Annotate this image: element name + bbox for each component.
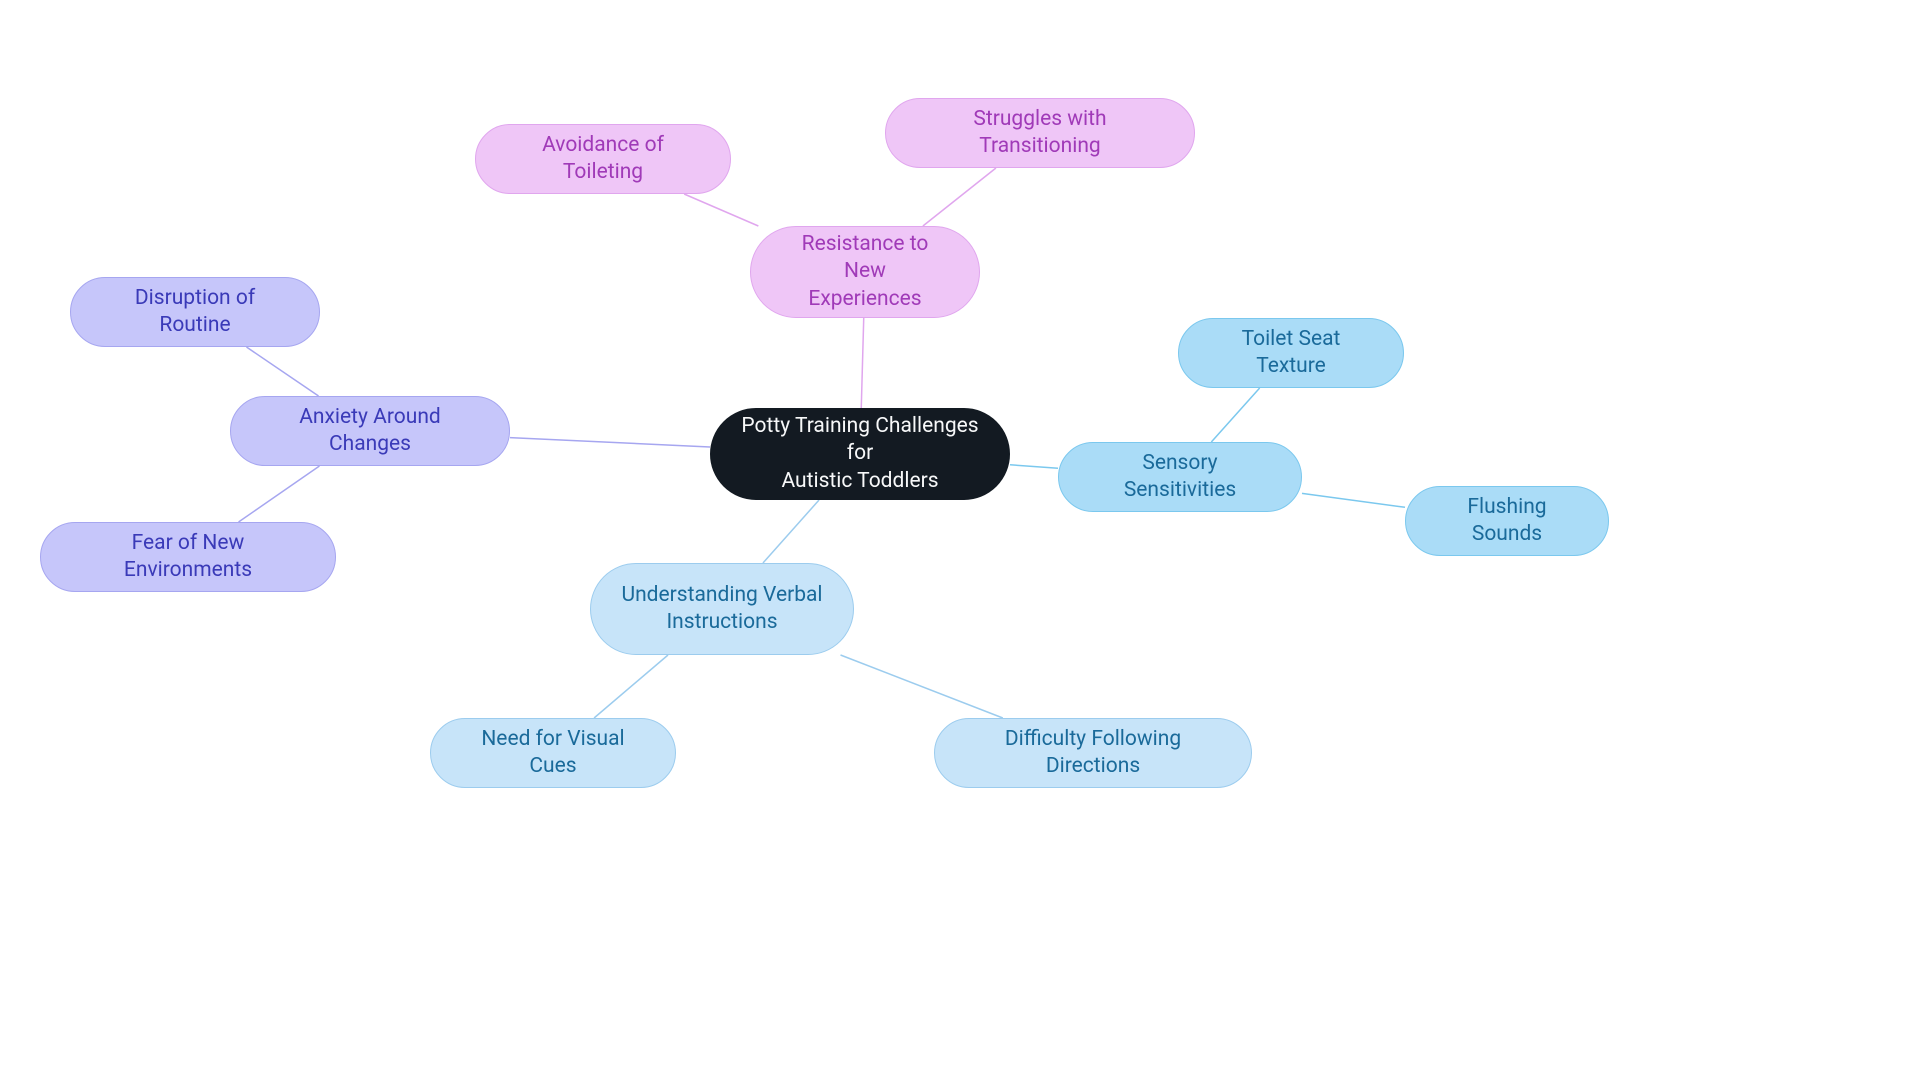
node-struggles: Struggles with Transitioning: [885, 98, 1195, 168]
edge-resistance-struggles: [923, 168, 996, 226]
node-center: Potty Training Challenges for Autistic T…: [710, 408, 1010, 500]
edge-verbal-difficulty: [841, 655, 1003, 718]
node-verbal: Understanding Verbal Instructions: [590, 563, 854, 655]
node-resistance: Resistance to New Experiences: [750, 226, 980, 318]
node-sensory: Sensory Sensitivities: [1058, 442, 1302, 512]
node-anxiety: Anxiety Around Changes: [230, 396, 510, 466]
node-visual-cues: Need for Visual Cues: [430, 718, 676, 788]
edge-resistance-avoidance: [684, 194, 758, 226]
node-flushing: Flushing Sounds: [1405, 486, 1609, 556]
edge-center-anxiety: [510, 438, 710, 447]
edge-center-sensory: [1010, 465, 1058, 468]
edge-sensory-toilet-seat: [1211, 388, 1259, 442]
edge-center-verbal: [763, 500, 819, 563]
node-difficulty: Difficulty Following Directions: [934, 718, 1252, 788]
node-toilet-seat: Toilet Seat Texture: [1178, 318, 1404, 388]
edge-anxiety-routine: [246, 347, 318, 396]
edge-verbal-visual-cues: [594, 655, 668, 718]
node-avoidance: Avoidance of Toileting: [475, 124, 731, 194]
edge-anxiety-fear-env: [239, 466, 320, 522]
node-routine: Disruption of Routine: [70, 277, 320, 347]
edge-center-resistance: [861, 318, 863, 408]
node-fear-env: Fear of New Environments: [40, 522, 336, 592]
edge-sensory-flushing: [1302, 493, 1405, 507]
